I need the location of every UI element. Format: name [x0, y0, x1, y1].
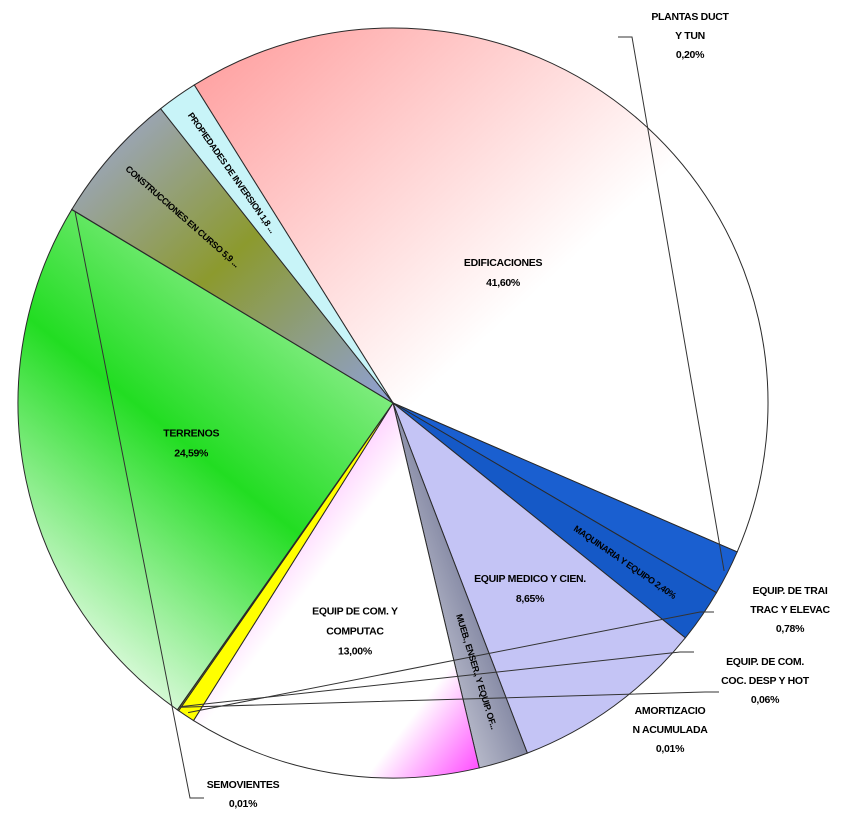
leader-line-plantas-duct-y-tun — [618, 36, 725, 572]
slice-label-equip-de-com-coc-desp-y-hot: EQUIP. DE COM. COC. DESP Y HOT 0,06% — [721, 656, 810, 706]
leader-line-equip-de-com-coc-desp-y-hot — [180, 691, 719, 708]
slice-label-equip-medico-y-cien: EQUIP MEDICO Y CIEN. 8,65% — [474, 573, 586, 605]
slice-label-edificaciones: EDIFICACIONES 41,60% — [464, 257, 543, 289]
pie-slice-edificaciones — [193, 27, 769, 553]
leader-line-semovientes — [74, 211, 204, 799]
slice-label-semovientes: SEMOVIENTES 0,01% — [207, 779, 280, 810]
pie-slice-equip-medico-y-cien — [391, 401, 687, 754]
leader-line-equip-de-trans-trac-y-elevac — [188, 611, 714, 714]
slice-label-equip-de-trans-trac-y-elevac: EQUIP. DE TRAI TRAC Y ELEVAC 0,78% — [750, 585, 830, 635]
pie-slice-construcciones-en-curso-5-9 — [71, 107, 394, 404]
slice-label-plantas-duct-y-tun: PLANTAS DUCT Y TUN 0,20% — [651, 11, 729, 61]
pie-slice-terrenos — [17, 208, 394, 711]
slice-label-amortizacio-n-acumulada: AMORTIZACIO N ACUMULADA 0,01% — [632, 705, 708, 755]
slice-label-terrenos: TERRENOS 24,59% — [163, 428, 219, 460]
slice-label-equip-de-com-y-computac: EQUIP DE COM. Y COMPUTAC 13,00% — [312, 605, 398, 657]
pie-slice-equip-de-com-y-computac — [192, 401, 480, 779]
leader-line-amortizacio-n-acumulada — [179, 651, 694, 708]
pie-slice-propiedades-de-inversion-1-8 — [159, 84, 394, 404]
